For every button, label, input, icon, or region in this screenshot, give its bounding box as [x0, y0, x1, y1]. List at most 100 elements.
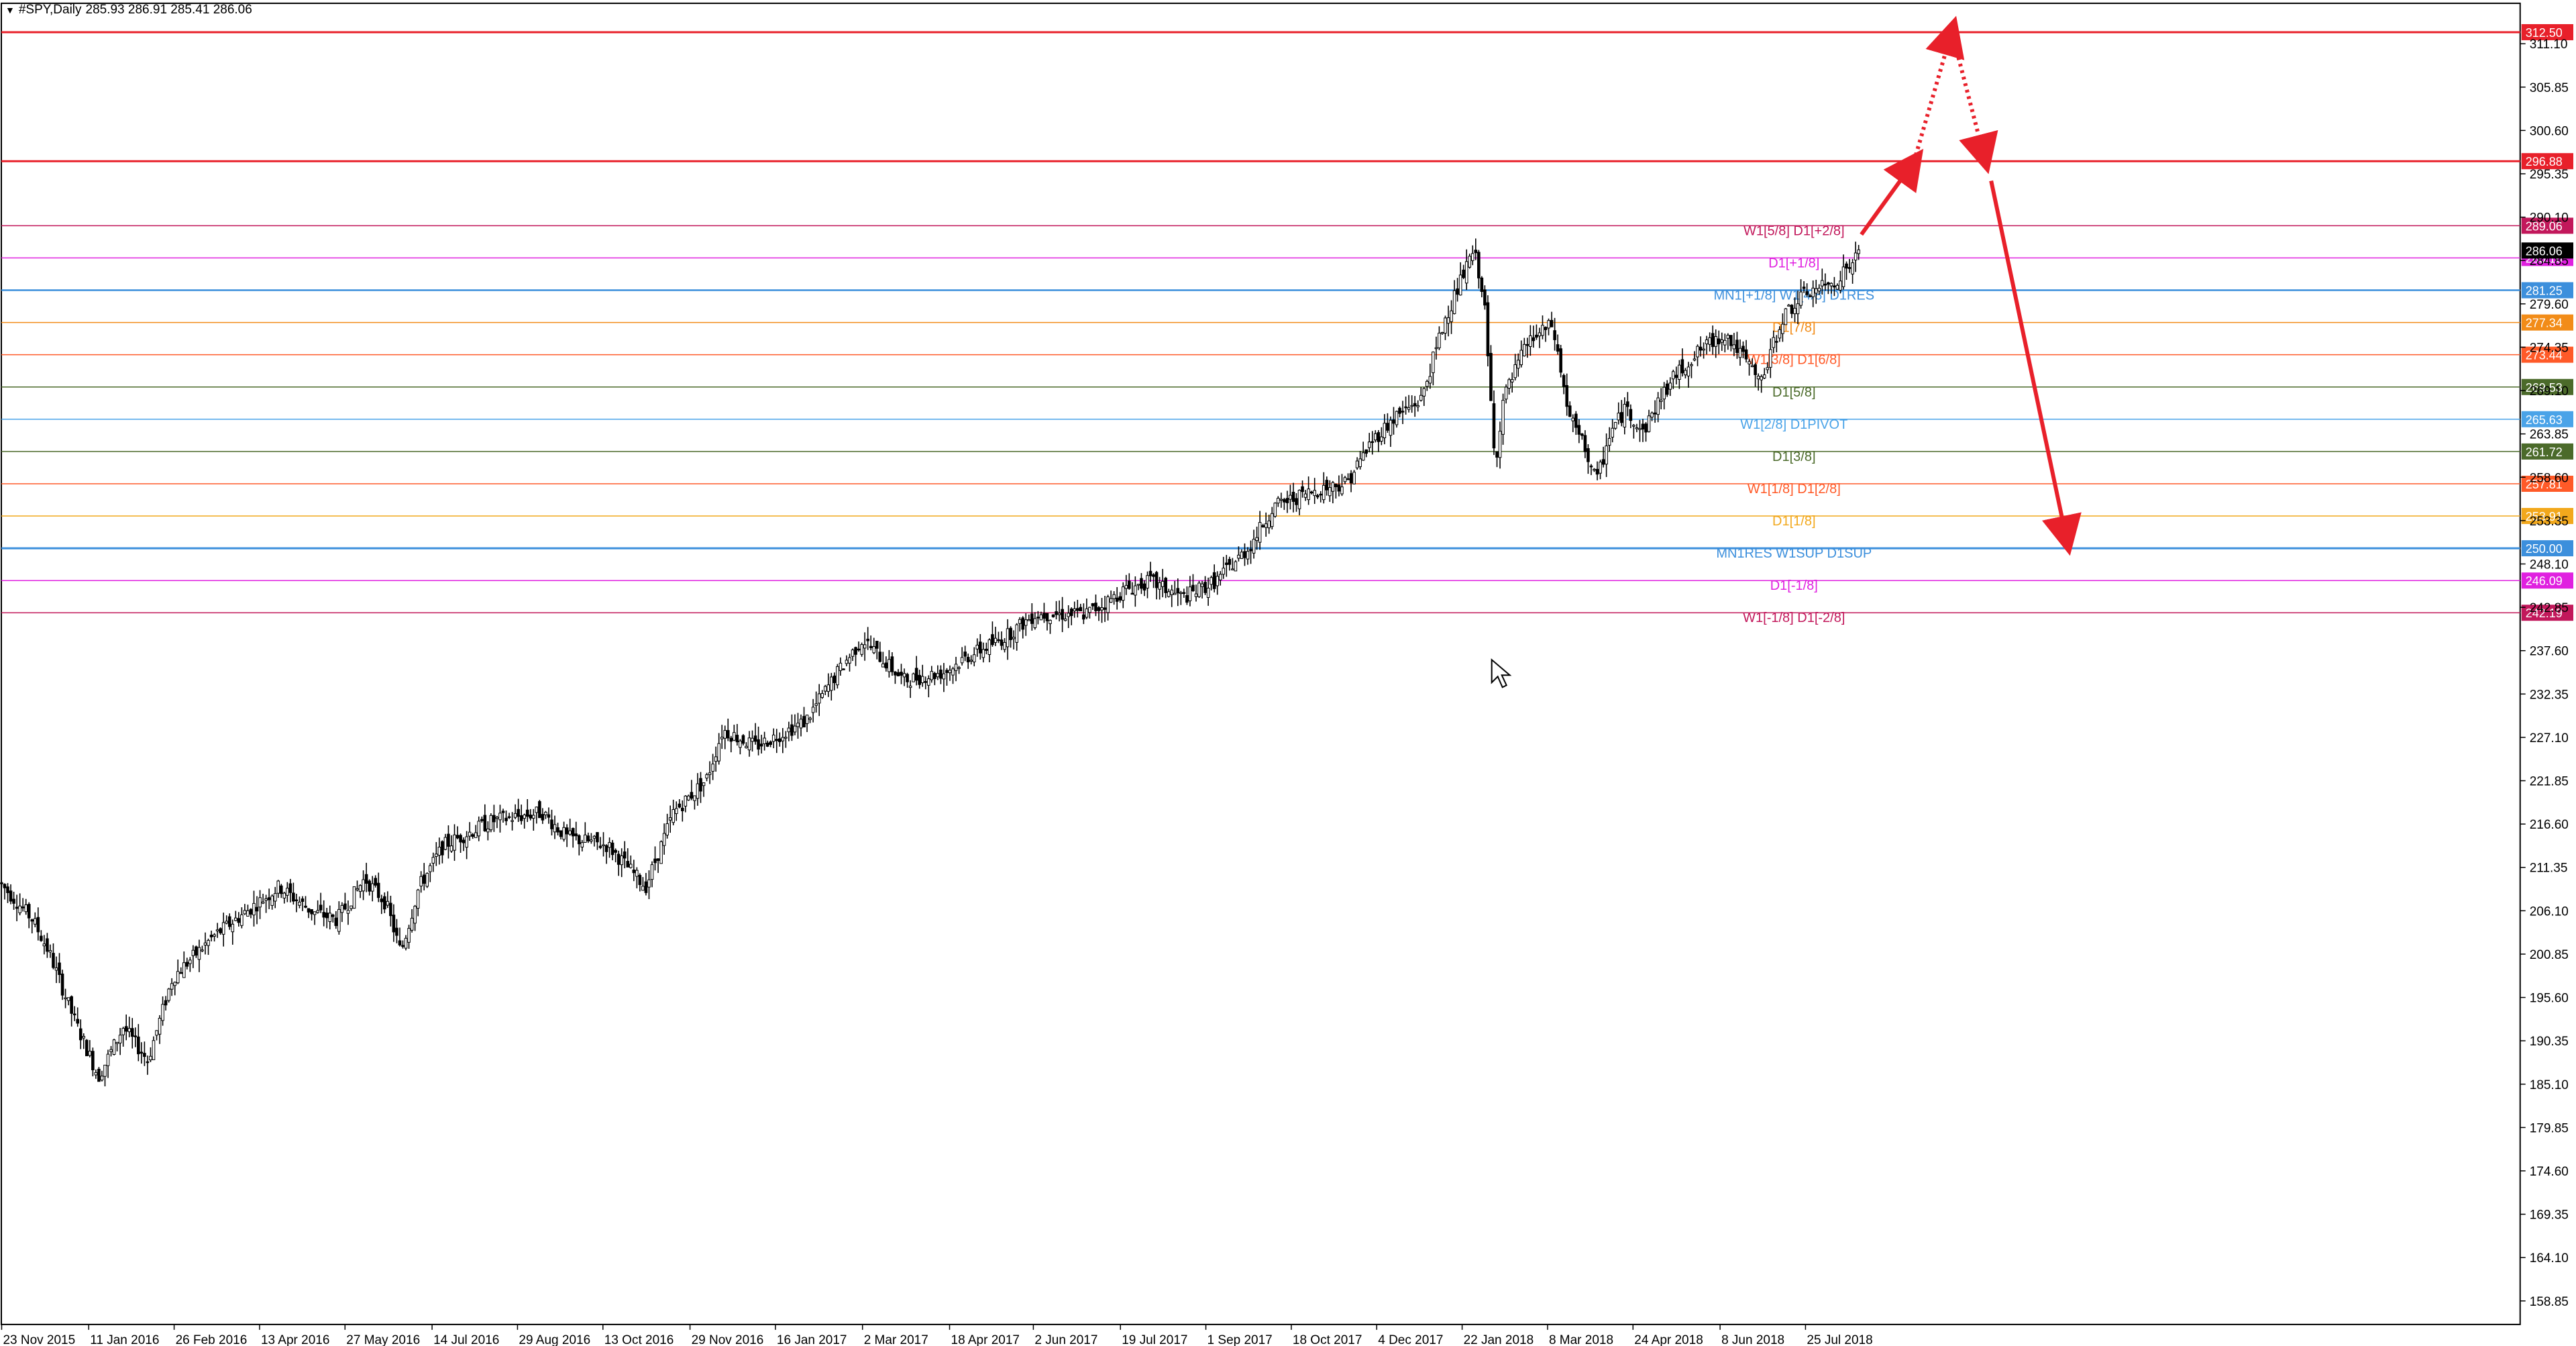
candle-body [1118, 596, 1122, 601]
candle-body [629, 864, 633, 868]
candle-body [1285, 498, 1289, 503]
candle-body [1027, 619, 1031, 621]
candle-body [507, 816, 511, 819]
candle-body [975, 644, 979, 650]
level-label: W1[3/8] D1[6/8] [1748, 353, 1841, 368]
candle-body [604, 845, 608, 852]
level-label: D1[+1/8] [1768, 256, 1819, 270]
candle-body [1383, 423, 1387, 438]
candle-body [519, 815, 523, 821]
candle-body [790, 724, 794, 736]
candle-body [1377, 432, 1381, 442]
current-price-tag [2521, 242, 2573, 259]
candle-body [1401, 411, 1405, 413]
candle-body [207, 939, 210, 946]
x-tick-label: 4 Dec 2017 [1378, 1333, 1443, 1346]
candle-body [1371, 441, 1375, 444]
level-price-tag: 281.25 [2521, 282, 2573, 299]
candle-body [602, 844, 605, 846]
level-tag-box [2521, 314, 2573, 331]
candle-body [1617, 413, 1621, 421]
candle-body [1668, 382, 1672, 390]
candle-body [1450, 310, 1453, 322]
candle-body [787, 727, 791, 733]
candle-body [693, 795, 696, 801]
candle-body [213, 934, 216, 937]
candle-body [1003, 641, 1006, 650]
x-tick-label: 27 May 2016 [346, 1333, 420, 1346]
candle-body [1231, 568, 1234, 570]
candle-body [933, 672, 936, 680]
level-tag-text: 253.91 [2526, 510, 2563, 523]
y-tick-label: 216.60 [2530, 818, 2569, 832]
candle-body [513, 813, 517, 818]
candle-body [189, 960, 192, 964]
candle-body [282, 892, 286, 898]
candle-body [255, 907, 259, 912]
level-tag-box [2521, 282, 2573, 299]
candle-body [1787, 305, 1790, 307]
candle-body [951, 668, 955, 676]
candle-body [550, 819, 553, 829]
candle-body [1474, 250, 1478, 254]
candle-body [544, 812, 547, 815]
candle-body [1674, 374, 1678, 378]
candle-body [623, 851, 627, 859]
candle-body [912, 673, 915, 682]
candle-body [492, 815, 496, 823]
candle-body [894, 671, 897, 676]
candle-body [1210, 577, 1213, 585]
candle-body [1611, 427, 1614, 438]
candle-body [972, 654, 976, 663]
candle-body [860, 644, 863, 655]
candle-body [571, 828, 575, 837]
candle-body [1006, 628, 1010, 648]
candle-body [747, 737, 751, 751]
candle-body [1082, 614, 1085, 620]
candle-body [884, 662, 888, 669]
candle-body [449, 845, 453, 851]
candle-body [1249, 549, 1252, 552]
candle-body [1650, 413, 1654, 418]
candle-body [1486, 302, 1490, 356]
candle-body [674, 808, 678, 815]
candle-body [896, 672, 900, 676]
candle-body [176, 971, 180, 984]
candle-body [1212, 572, 1216, 589]
candle-body [1833, 285, 1836, 288]
candle-body [465, 836, 468, 848]
candle-body [109, 1049, 113, 1052]
candle-body [991, 634, 994, 645]
candle-body [231, 923, 235, 933]
candle-body [72, 1013, 76, 1016]
candle-body [94, 1072, 98, 1076]
x-tick-label: 26 Feb 2016 [176, 1333, 248, 1346]
candle-body [264, 898, 268, 901]
candle-body [1593, 468, 1596, 471]
candle-body [170, 983, 174, 990]
candle-body [735, 735, 739, 743]
candle-body [1045, 613, 1049, 621]
x-tick-label: 29 Nov 2016 [692, 1333, 764, 1346]
candle-body [1562, 374, 1566, 387]
candle-body [1601, 459, 1605, 465]
candle-body [1847, 267, 1851, 269]
candle-body [407, 928, 411, 943]
candle-body [857, 648, 861, 651]
candle-body [848, 657, 851, 664]
candle-body [313, 911, 317, 915]
candle-body [1823, 283, 1827, 286]
candle-body [659, 841, 663, 864]
candle-body [167, 988, 170, 1001]
candle-body [1389, 419, 1393, 436]
candle-body [1012, 637, 1016, 639]
candle-body [781, 737, 785, 741]
candle-body [1568, 405, 1572, 417]
candle-body [1723, 340, 1727, 346]
candle-body [708, 772, 712, 775]
candle-body [529, 815, 533, 819]
candle-body [626, 861, 630, 868]
candle-body [1042, 613, 1046, 619]
